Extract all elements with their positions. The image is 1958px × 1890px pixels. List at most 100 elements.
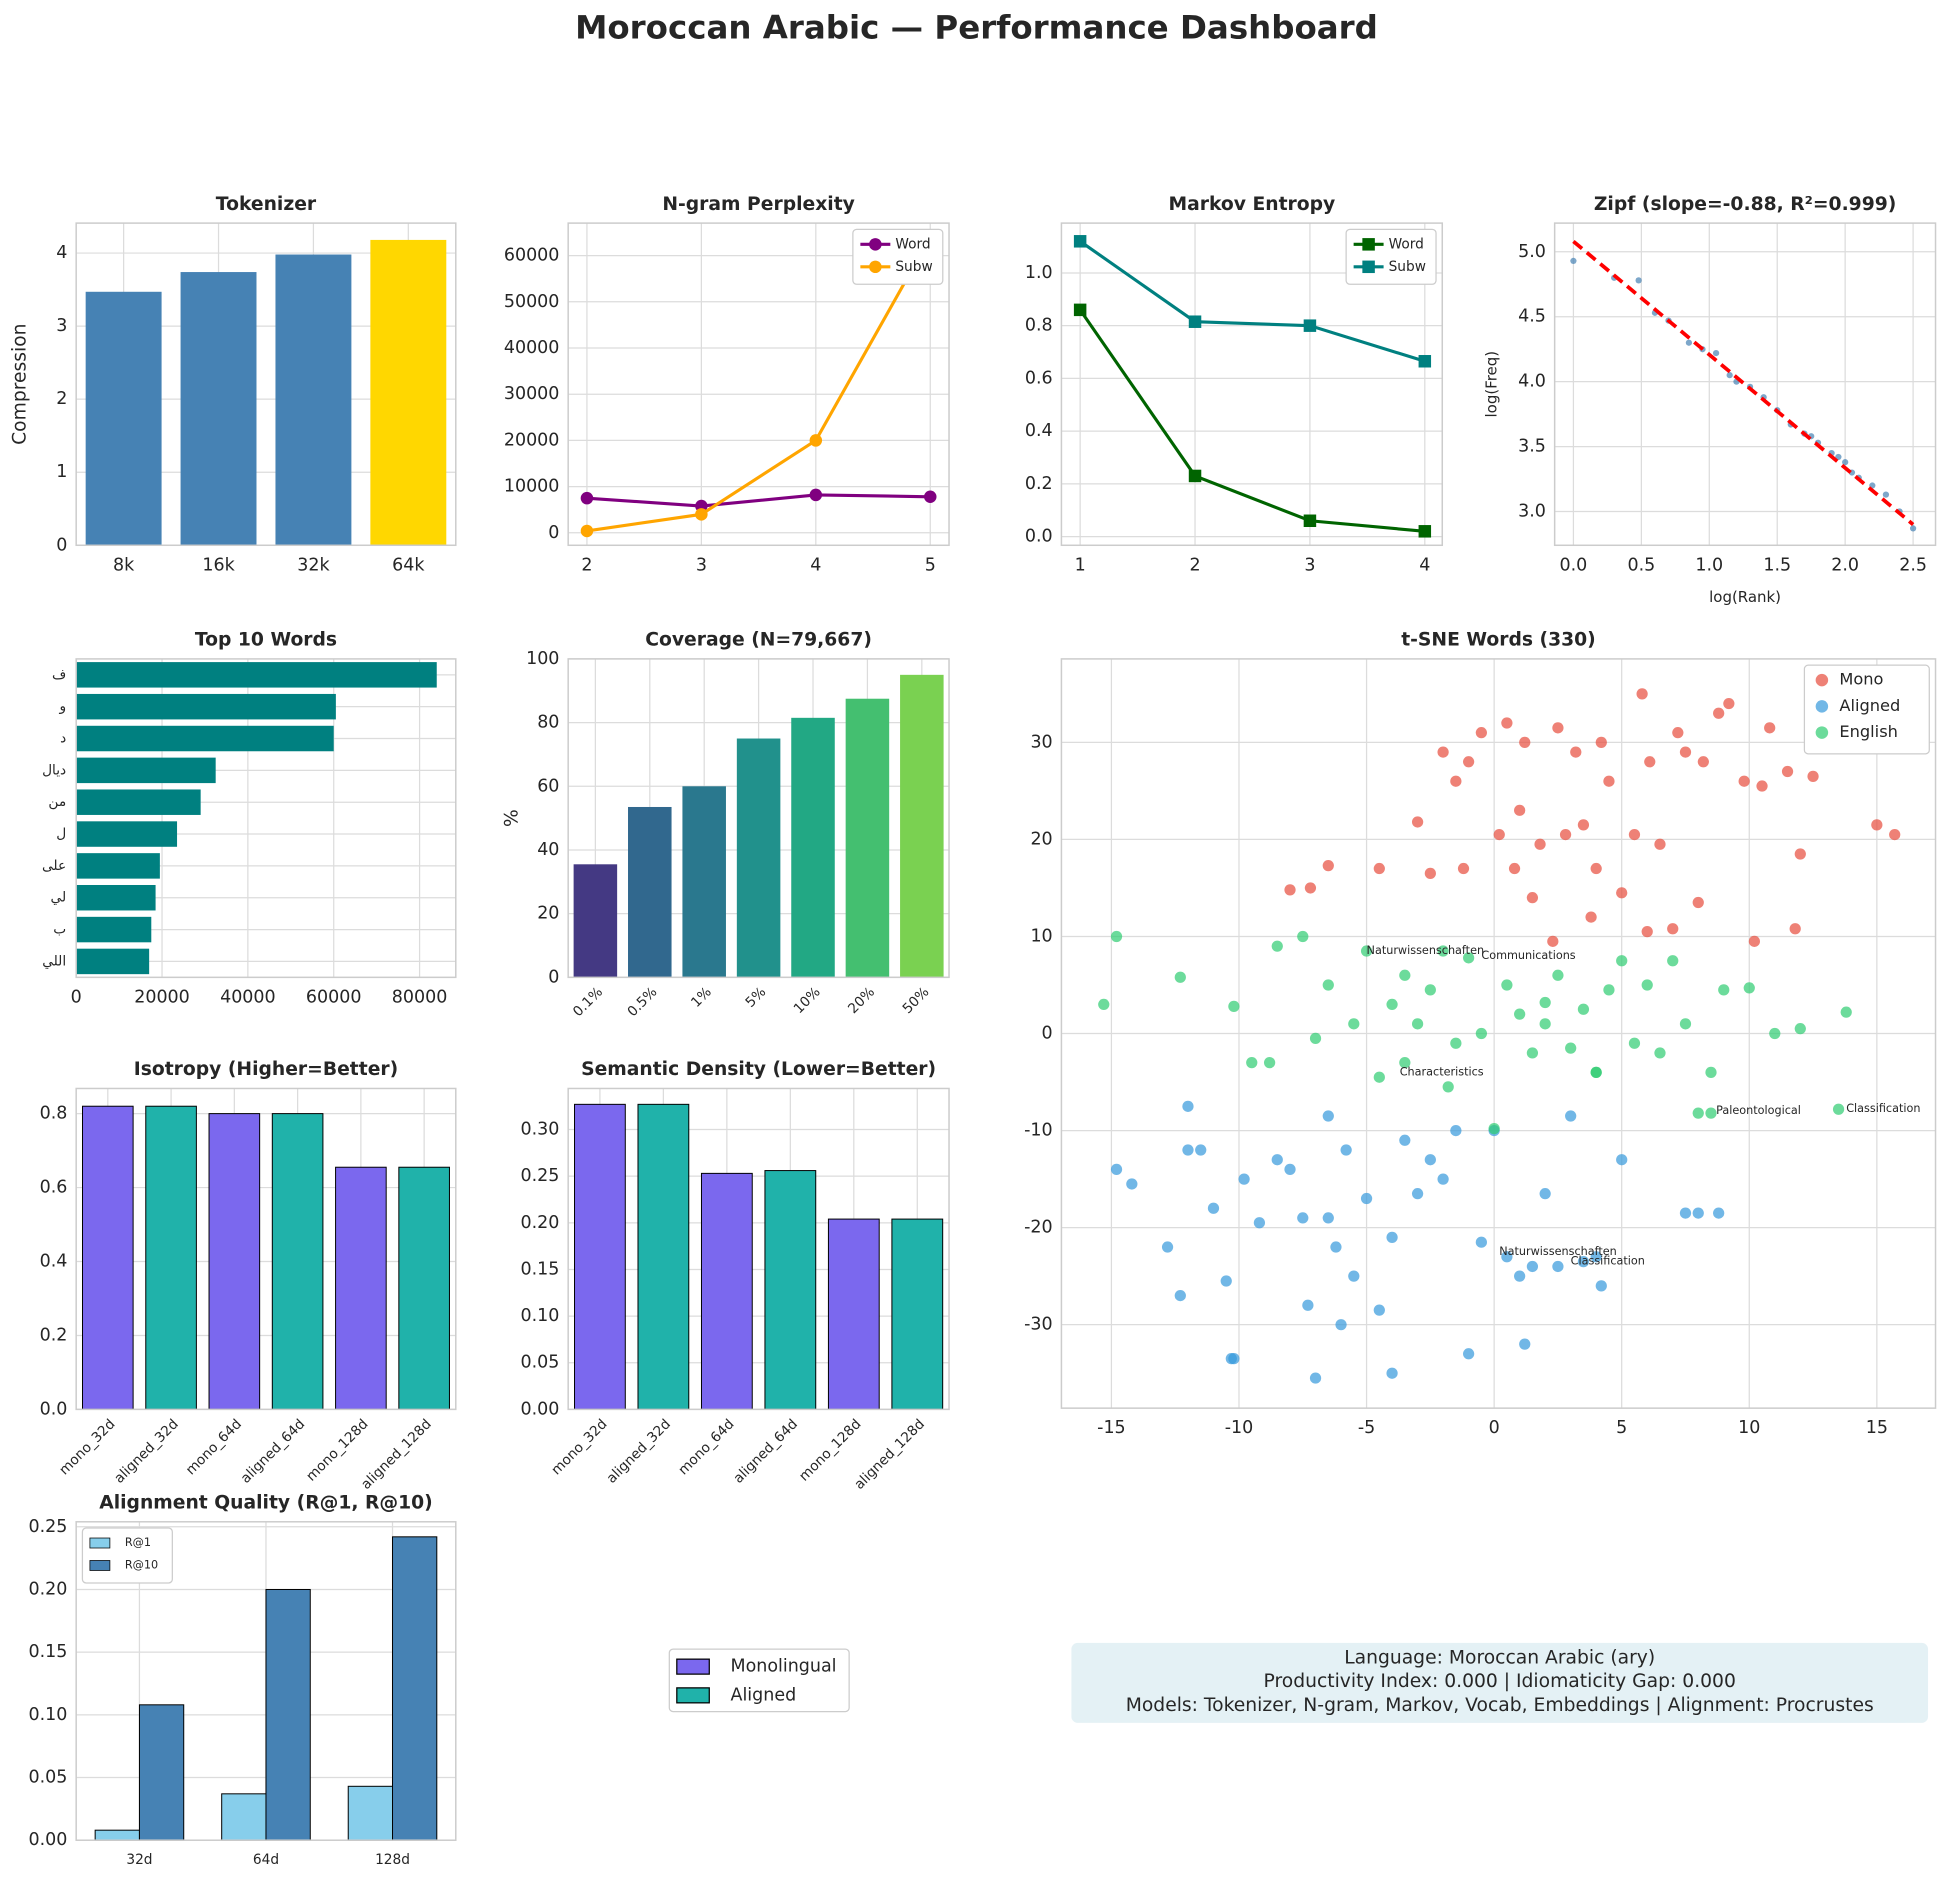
point xyxy=(1534,838,1546,850)
y-tick-label: 30 xyxy=(1030,732,1052,752)
point xyxy=(1297,930,1309,943)
bar xyxy=(76,853,160,879)
legend-label: R@10 xyxy=(125,1558,158,1571)
y-tick-label: 0.2 xyxy=(1025,474,1053,494)
legend-marker xyxy=(1815,700,1829,713)
point xyxy=(1462,1348,1475,1360)
legend-label: Subw xyxy=(1389,259,1426,275)
point xyxy=(1424,1154,1436,1166)
legend-marker xyxy=(869,238,882,251)
bar xyxy=(392,1536,438,1841)
y-tick-label: ديال xyxy=(42,762,66,778)
x-tick-label: 64d xyxy=(253,1852,279,1868)
point xyxy=(1174,971,1186,983)
bar xyxy=(221,1793,267,1841)
bar xyxy=(791,717,835,978)
x-tick-label: 0.5 xyxy=(1627,555,1655,575)
point xyxy=(1475,1027,1487,1040)
panel-title: Markov Entropy xyxy=(1168,194,1335,215)
point xyxy=(1789,923,1801,935)
point xyxy=(1692,1207,1704,1219)
point xyxy=(1360,1192,1373,1205)
y-tick-label: 0.6 xyxy=(1025,368,1053,388)
annotation: Communications xyxy=(1481,949,1575,962)
plot-frame xyxy=(567,1087,950,1411)
y-tick-label: 0.30 xyxy=(521,1120,560,1140)
marker xyxy=(809,488,823,502)
point xyxy=(1882,491,1890,498)
bar xyxy=(76,725,334,752)
point xyxy=(1654,1047,1666,1059)
point xyxy=(1238,1173,1250,1185)
point xyxy=(1519,736,1531,748)
y-axis-label: Compression xyxy=(9,323,30,444)
plot-frame xyxy=(1060,658,1937,1409)
point xyxy=(1539,1188,1551,1200)
x-tick-label: 2.5 xyxy=(1899,555,1927,575)
annotation: Classification xyxy=(1846,1102,1920,1115)
bar xyxy=(900,674,944,978)
point xyxy=(1322,979,1334,991)
legend-label: Aligned xyxy=(1839,696,1900,715)
marker xyxy=(809,434,823,447)
y-tick-label: 0 xyxy=(548,523,559,543)
point xyxy=(1475,727,1487,739)
point xyxy=(1692,896,1704,909)
y-tick-label: 60 xyxy=(537,776,559,796)
y-tick-label: 1.0 xyxy=(1025,263,1053,283)
point xyxy=(1718,984,1730,996)
marker xyxy=(580,524,594,538)
point xyxy=(1126,1178,1138,1190)
point xyxy=(1501,717,1513,729)
annotation: Characteristics xyxy=(1400,1065,1484,1078)
point xyxy=(1667,923,1679,935)
point xyxy=(1667,955,1679,967)
y-tick-label: 0.00 xyxy=(521,1399,560,1419)
y-tick-label: 0.10 xyxy=(29,1705,68,1725)
bar xyxy=(76,884,156,911)
point xyxy=(1697,756,1709,768)
point xyxy=(1309,1372,1322,1384)
panel-title: Coverage (N=79,667) xyxy=(645,630,872,651)
marker xyxy=(1303,319,1317,332)
point xyxy=(1304,882,1317,894)
point xyxy=(1263,1057,1276,1069)
point xyxy=(1539,996,1551,1009)
point xyxy=(1685,339,1693,346)
point xyxy=(1603,984,1615,996)
point xyxy=(1373,862,1385,875)
plot-frame xyxy=(1553,222,1937,547)
legend-label: Word xyxy=(1389,236,1424,252)
bar xyxy=(85,291,162,546)
bar xyxy=(94,1829,140,1841)
bar xyxy=(700,1172,753,1410)
y-tick-label: ف xyxy=(52,667,66,683)
point xyxy=(1348,1270,1360,1282)
bar xyxy=(145,1105,197,1410)
legend-marker xyxy=(1815,726,1829,739)
y-tick-label: 0.6 xyxy=(40,1178,68,1198)
annotation: Naturwissenschaften xyxy=(1499,1245,1617,1258)
point xyxy=(1636,688,1648,700)
x-tick-label: 64k xyxy=(392,555,425,575)
x-tick-label: 0.0 xyxy=(1560,555,1588,575)
legend-label: English xyxy=(1839,722,1898,741)
point xyxy=(1871,819,1883,831)
point xyxy=(1457,862,1470,875)
y-tick-label: على xyxy=(42,858,66,874)
bar xyxy=(138,1704,185,1841)
bar xyxy=(891,1218,944,1410)
x-tick-label: 3 xyxy=(696,555,707,575)
legend-swatch xyxy=(89,1560,111,1571)
x-tick-label: 16k xyxy=(202,555,235,575)
point xyxy=(1840,1006,1852,1018)
point xyxy=(1322,1212,1334,1224)
point xyxy=(1889,828,1901,841)
x-tick-label: 15 xyxy=(1866,1418,1888,1438)
info-line: Language: Moroccan Arabic (ary) xyxy=(1344,1647,1655,1668)
point xyxy=(1450,775,1462,787)
point xyxy=(1207,1202,1220,1214)
point xyxy=(1577,1255,1590,1268)
point xyxy=(1302,1299,1314,1311)
bar xyxy=(81,1105,134,1410)
